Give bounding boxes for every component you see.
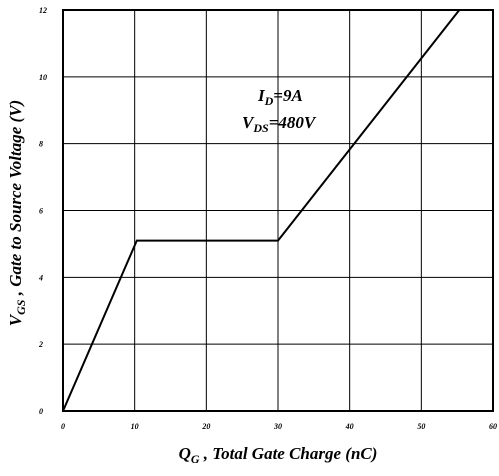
y-axis-label-text: , Gate to Source Voltage (V) bbox=[6, 100, 25, 300]
x-tick-label-10: 10 bbox=[131, 422, 139, 431]
y-axis-label-sub: GS bbox=[14, 299, 28, 315]
y-tick-label-12: 12 bbox=[39, 6, 47, 15]
y-axis-label: VGS , Gate to Source Voltage (V) bbox=[6, 100, 28, 326]
annotation-drain-source-voltage-sub: DS bbox=[252, 121, 269, 135]
y-tick-label-0: 0 bbox=[39, 407, 43, 416]
y-tick-label-4: 4 bbox=[38, 273, 43, 282]
x-tick-label-0: 0 bbox=[61, 422, 65, 431]
annotation-drain-source-voltage-text: =480V bbox=[269, 113, 317, 132]
series-layer bbox=[62, 9, 461, 412]
annotation-drain-current-var: I bbox=[257, 86, 266, 105]
y-tick-label-10: 10 bbox=[39, 73, 47, 82]
tick-labels: 0 10 20 30 40 50 60 0 2 4 6 8 10 12 bbox=[38, 6, 497, 431]
x-axis-label-sub: G bbox=[191, 452, 200, 466]
x-tick-label-60: 60 bbox=[489, 422, 497, 431]
y-axis-label-var: V bbox=[6, 313, 25, 326]
y-tick-label-6: 6 bbox=[39, 207, 43, 216]
x-axis-label-text: , Total Gate Charge (nC) bbox=[200, 444, 378, 463]
x-tick-label-50: 50 bbox=[417, 422, 425, 431]
x-axis-label: QG , Total Gate Charge (nC) bbox=[179, 444, 378, 466]
y-tick-label-8: 8 bbox=[39, 140, 43, 149]
x-tick-label-20: 20 bbox=[201, 422, 210, 431]
y-tick-label-2: 2 bbox=[38, 340, 43, 349]
x-tick-label-30: 30 bbox=[273, 422, 282, 431]
grid-lines bbox=[63, 10, 493, 411]
annotation-drain-source-voltage-var: V bbox=[242, 113, 255, 132]
plot-area-frame bbox=[62, 9, 494, 412]
x-tick-label-40: 40 bbox=[345, 422, 354, 431]
annotation-drain-current-text: =9A bbox=[273, 86, 303, 105]
series-line-0 bbox=[62, 9, 461, 412]
annotation-drain-current-sub: D bbox=[264, 94, 274, 108]
annotation-drain-current: ID=9A bbox=[257, 86, 303, 108]
x-axis-label-var: Q bbox=[179, 444, 191, 463]
annotation-drain-source-voltage: VDS=480V bbox=[242, 113, 317, 135]
